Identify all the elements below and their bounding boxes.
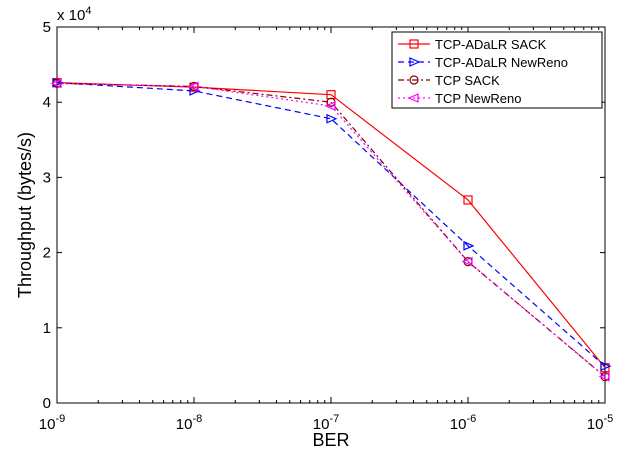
- x-tick-label: 10-9: [39, 413, 65, 433]
- x-axis-title: BER: [312, 430, 349, 450]
- data-point: [50, 78, 62, 89]
- axis-ticks: 0 1 2 3 4 5 10-9 10-8 10-7 10-6 10-5: [39, 19, 613, 433]
- legend-entry: TCP SACK: [435, 73, 500, 88]
- data-point: [326, 113, 338, 124]
- y-tick-label: 5: [43, 19, 51, 36]
- legend-box: [391, 31, 603, 109]
- data-point: [187, 81, 199, 92]
- y-axis-title: Throughput (bytes/s): [15, 132, 35, 298]
- y-tick-label: 3: [43, 169, 51, 186]
- x-tick-label: 10-6: [450, 413, 476, 433]
- legend-marker: [409, 39, 419, 49]
- legend-entry: TCP-ADaLR SACK: [435, 37, 547, 52]
- legend-entry: TCP NewReno: [435, 91, 521, 106]
- legend: TCP-ADaLR SACK TCP-ADaLR NewReno TCP SACK T…: [391, 31, 603, 109]
- x-tick-label: 10-5: [587, 413, 613, 433]
- data-point: [324, 101, 336, 111]
- y-tick-label: 2: [43, 245, 51, 262]
- x-tick-label: 10-8: [176, 413, 202, 433]
- legend-marker: [409, 57, 421, 67]
- legend-marker: [409, 75, 419, 85]
- data-point: [463, 195, 473, 205]
- y-tick-label: 1: [43, 320, 51, 337]
- x-tick-label: 10-7: [313, 413, 339, 433]
- series-line-2: [56, 82, 606, 367]
- y-tick-label: 4: [43, 94, 51, 111]
- data-point: [600, 361, 612, 372]
- legend-marker: [407, 93, 419, 103]
- data-point: [461, 256, 473, 267]
- y-multiplier-label: x 104: [57, 5, 91, 24]
- y-tick-label: 0: [43, 395, 51, 412]
- series-markers: [50, 77, 612, 382]
- legend-entry: TCP-ADaLR NewReno: [435, 55, 568, 70]
- data-point: [463, 240, 475, 251]
- data-point: [598, 371, 610, 382]
